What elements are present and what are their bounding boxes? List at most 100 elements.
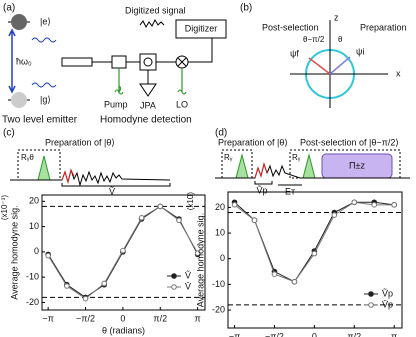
x-tick-label: −π/2 xyxy=(265,331,284,337)
data-point xyxy=(82,295,89,302)
signal-start xyxy=(254,162,268,179)
y-axis-label: Average homodyne sig. xyxy=(195,213,205,307)
y-tick-label: 10 xyxy=(29,221,39,231)
y-axis-label: Average homodyne sig. xyxy=(9,205,19,299)
pulse-label: Rᵧ xyxy=(292,153,301,162)
output-line xyxy=(188,38,213,63)
x-tick-label: π/2 xyxy=(153,313,167,323)
plot-frame xyxy=(41,194,206,311)
plot-frame xyxy=(227,191,403,329)
data-point xyxy=(176,217,182,224)
annotation: JPA xyxy=(140,100,156,110)
coupler xyxy=(111,55,127,69)
data-point xyxy=(120,247,126,254)
x-tick-label: 0 xyxy=(120,313,125,323)
y-unit: (x10⁻³) xyxy=(0,195,9,220)
annotation: Pump xyxy=(104,99,128,109)
data-point xyxy=(45,252,51,259)
annotation: Preparation of |θ⟩ xyxy=(45,137,115,147)
annotation: Post-selection xyxy=(262,22,319,32)
pump-wave xyxy=(114,89,187,95)
data-point xyxy=(138,214,145,221)
mixer-cross xyxy=(177,57,187,67)
data-point xyxy=(101,280,108,287)
data-point xyxy=(231,202,238,208)
jpa-symbol xyxy=(139,70,157,97)
y-tick-label: -10 xyxy=(212,279,225,289)
arrow-heads xyxy=(8,28,16,94)
pulse xyxy=(235,153,249,179)
legend-marker xyxy=(368,291,374,297)
energy-label: ħω₀ xyxy=(16,56,32,66)
photon xyxy=(31,37,57,88)
axis-label: z xyxy=(334,12,339,22)
y-tick-label: 0 xyxy=(220,253,225,263)
signal-start xyxy=(61,168,75,184)
legend-marker xyxy=(171,273,177,279)
panel-label: (a) xyxy=(3,3,15,14)
excited-state xyxy=(11,14,27,30)
psi-f-vector xyxy=(308,57,331,75)
y-tick-label: 20 xyxy=(29,196,39,206)
x-tick-label: −π xyxy=(229,331,240,337)
noise-trace xyxy=(139,18,165,29)
digitizer-box xyxy=(175,19,227,39)
y-tick-label: 10 xyxy=(215,227,225,237)
data-point xyxy=(371,202,378,208)
data-point xyxy=(311,250,318,257)
panel-label: (b) xyxy=(240,3,252,14)
legend-marker xyxy=(171,284,177,290)
y-tick-label: 0 xyxy=(34,246,39,256)
data-point xyxy=(64,283,70,289)
x-tick-label: π xyxy=(391,331,397,337)
signal-label: Ṽp xyxy=(256,185,267,195)
legend-label: V̄ xyxy=(185,281,191,291)
data-point xyxy=(194,250,201,256)
panel-label: (c) xyxy=(3,128,15,139)
state-label: |e⟩ xyxy=(40,16,51,26)
pump-line xyxy=(118,68,183,94)
angle-label: θ xyxy=(338,35,343,44)
data-point xyxy=(251,217,258,224)
circulator xyxy=(139,53,157,71)
pulse-label: Rᵧ xyxy=(224,153,233,162)
y-tick-label: -20 xyxy=(26,297,39,307)
data-point xyxy=(157,203,164,210)
bracket xyxy=(254,181,273,185)
axis-label: x xyxy=(396,68,401,78)
annotation: Post-selection of |θ−π/2⟩ xyxy=(300,137,399,147)
bracket xyxy=(61,183,171,187)
signal-label: Ṽ xyxy=(109,186,115,196)
annotation: LO xyxy=(176,99,188,109)
state-label: ψf xyxy=(290,48,299,58)
x-tick-label: 0 xyxy=(312,331,317,337)
circulator-symbol xyxy=(143,57,153,67)
y-tick-label: 20 xyxy=(215,202,225,212)
projector-label: Π±z xyxy=(349,160,365,170)
panel-label: (d) xyxy=(215,128,227,139)
pulse xyxy=(302,153,316,179)
psi-i-vector xyxy=(329,56,351,75)
caption: Two level emitter xyxy=(2,115,78,126)
x-tick-label: π xyxy=(195,313,201,323)
data-point xyxy=(271,271,278,277)
state-label: |g⟩ xyxy=(40,94,51,104)
digitizer-label: Digitizer xyxy=(185,23,218,33)
x-axis-label: θ (radians) xyxy=(102,325,145,335)
legend-label: Ṽ xyxy=(185,270,191,280)
x-tick-label: −π xyxy=(42,313,53,323)
annotation: Preparation xyxy=(360,22,407,32)
annotation: Digitized signal xyxy=(125,5,186,15)
y-tick-label: -20 xyxy=(212,304,225,314)
x-tick-label: −π/2 xyxy=(76,313,95,323)
y-unit: (x10) xyxy=(186,192,195,211)
ground-state xyxy=(11,92,27,108)
series-line xyxy=(234,201,395,283)
series-line xyxy=(234,201,395,283)
data-point xyxy=(291,279,298,285)
data-point xyxy=(351,199,358,206)
angle-label: θ−π/2 xyxy=(303,35,325,44)
cable xyxy=(61,57,93,67)
time-label: Eᴛ xyxy=(285,186,295,196)
